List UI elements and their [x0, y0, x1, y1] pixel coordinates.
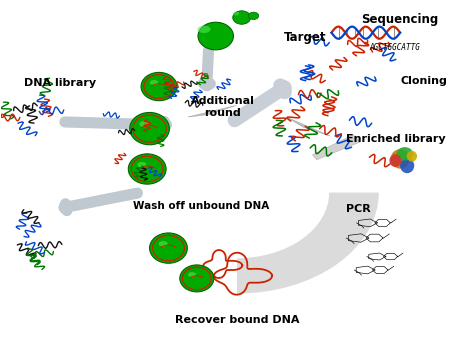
- Ellipse shape: [233, 11, 239, 16]
- Ellipse shape: [197, 26, 210, 33]
- Ellipse shape: [248, 12, 259, 20]
- Text: Recover bound DNA: Recover bound DNA: [175, 315, 299, 325]
- Ellipse shape: [407, 151, 417, 162]
- Ellipse shape: [397, 147, 413, 161]
- Text: Wash off unbound DNA: Wash off unbound DNA: [133, 201, 269, 211]
- Ellipse shape: [233, 11, 251, 24]
- Ellipse shape: [137, 162, 146, 168]
- Text: PCR: PCR: [346, 204, 371, 214]
- Ellipse shape: [159, 241, 168, 247]
- Ellipse shape: [400, 158, 414, 173]
- Ellipse shape: [141, 72, 177, 101]
- Wedge shape: [237, 193, 379, 293]
- Ellipse shape: [198, 22, 234, 50]
- Text: Enriched library: Enriched library: [346, 134, 445, 144]
- Polygon shape: [188, 105, 237, 117]
- Ellipse shape: [188, 272, 196, 277]
- Ellipse shape: [130, 113, 169, 145]
- Ellipse shape: [391, 149, 410, 169]
- Text: Cloning: Cloning: [400, 76, 447, 87]
- Ellipse shape: [150, 233, 187, 263]
- Ellipse shape: [150, 80, 158, 85]
- Ellipse shape: [128, 154, 166, 184]
- Polygon shape: [286, 117, 330, 136]
- Text: Target: Target: [284, 31, 327, 44]
- Ellipse shape: [390, 154, 401, 167]
- Text: DNA library: DNA library: [24, 78, 96, 88]
- Text: Additional
round: Additional round: [191, 96, 255, 118]
- Text: AGCTGGCATTG: AGCTGGCATTG: [370, 43, 421, 52]
- Ellipse shape: [180, 265, 214, 292]
- Ellipse shape: [139, 121, 149, 127]
- Text: Sequencing: Sequencing: [362, 13, 438, 26]
- Wedge shape: [312, 135, 360, 160]
